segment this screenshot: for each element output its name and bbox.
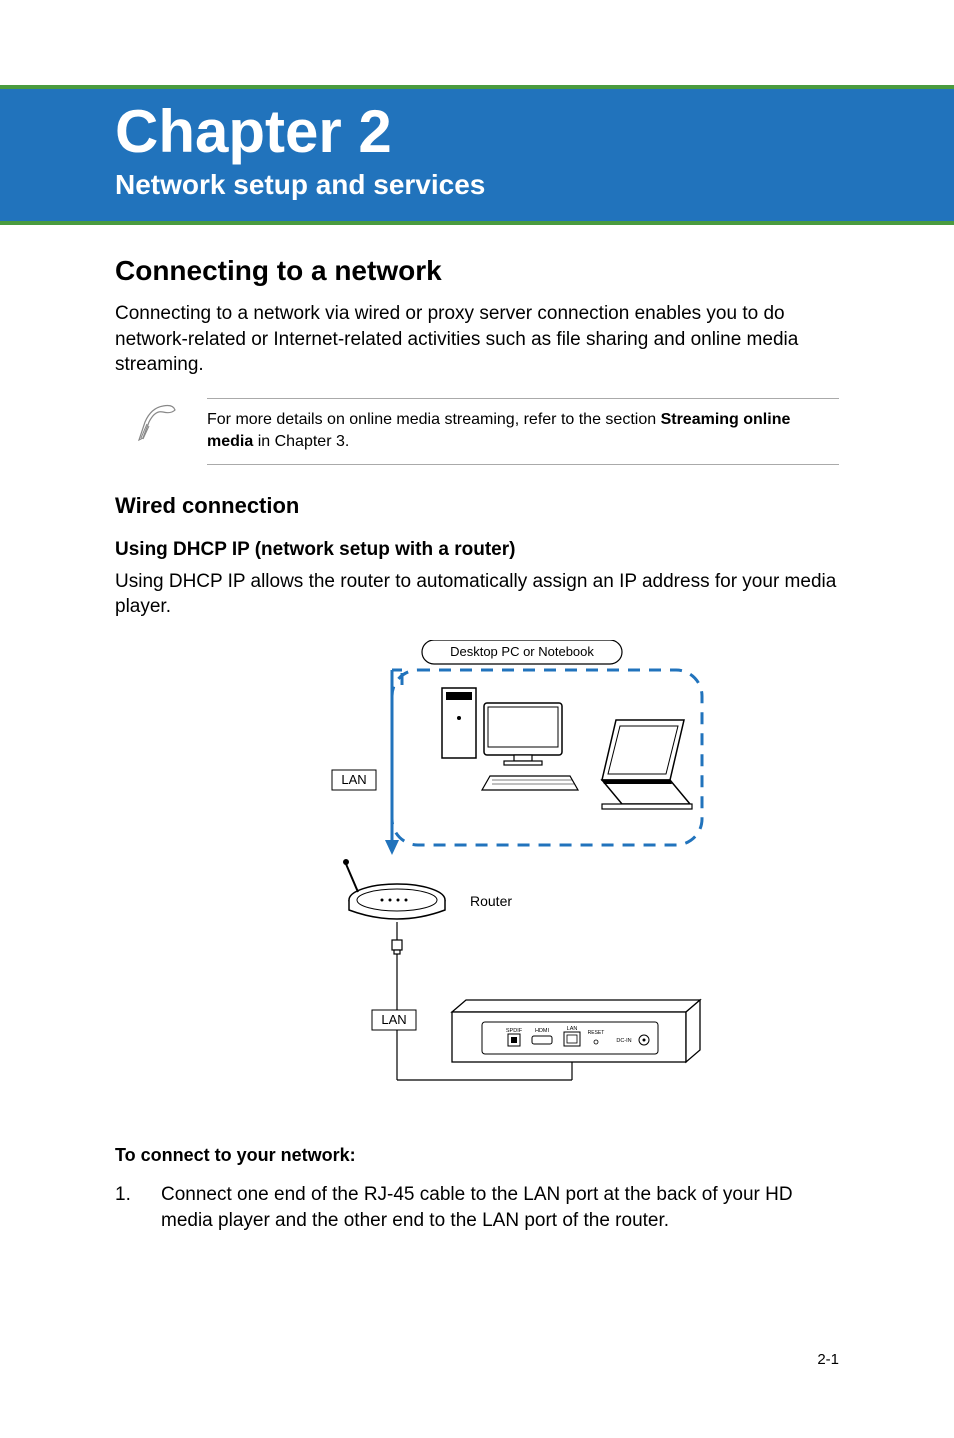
wired-heading: Wired connection — [115, 493, 839, 519]
section-intro: Connecting to a network via wired or pro… — [115, 301, 839, 378]
router-icon — [343, 859, 445, 919]
svg-text:LAN: LAN — [567, 1026, 578, 1032]
network-diagram: Desktop PC or Notebook — [242, 640, 712, 1110]
page-content: Connecting to a network Connecting to a … — [115, 255, 839, 1233]
svg-text:RESET: RESET — [588, 1030, 605, 1036]
network-diagram-container: Desktop PC or Notebook — [115, 640, 839, 1115]
wired-description: Using DHCP IP allows the router to autom… — [115, 569, 839, 620]
lan1-label-text: LAN — [341, 772, 366, 787]
laptop-icon — [602, 720, 692, 809]
svg-text:SPDIF: SPDIF — [506, 1028, 523, 1034]
svg-text:DC-IN: DC-IN — [616, 1038, 631, 1044]
step-text: Connect one end of the RJ-45 cable to th… — [161, 1182, 839, 1233]
svg-text:HDMI: HDMI — [535, 1028, 550, 1034]
arrow-lan-to-router — [385, 670, 402, 855]
lan2-label-text: LAN — [381, 1012, 406, 1027]
note-block: For more details on online media streami… — [133, 398, 839, 465]
steps-title: To connect to your network: — [115, 1145, 839, 1166]
note-prefix: For more details on online media streami… — [207, 411, 661, 428]
note-suffix: in Chapter 3. — [253, 433, 349, 450]
chapter-subtitle: Network setup and services — [115, 169, 954, 201]
chapter-header-band: Chapter 2 Network setup and services — [0, 85, 954, 225]
chapter-title: Chapter 2 — [115, 99, 954, 165]
step-item: 1. Connect one end of the RJ-45 cable to… — [115, 1182, 839, 1233]
step-number: 1. — [115, 1182, 135, 1233]
media-player-icon: SPDIF HDMI LAN RESET DC-IN — [452, 1000, 700, 1062]
pencil-note-icon — [133, 398, 181, 446]
section-title: Connecting to a network — [115, 255, 839, 287]
wired-subheading: Using DHCP IP (network setup with a rout… — [115, 539, 839, 561]
top-label-text: Desktop PC or Notebook — [450, 644, 594, 659]
router-label: Router — [470, 893, 512, 909]
note-text: For more details on online media streami… — [207, 398, 839, 465]
desktop-pc-icon — [442, 688, 578, 790]
page-number: 2-1 — [817, 1351, 839, 1368]
